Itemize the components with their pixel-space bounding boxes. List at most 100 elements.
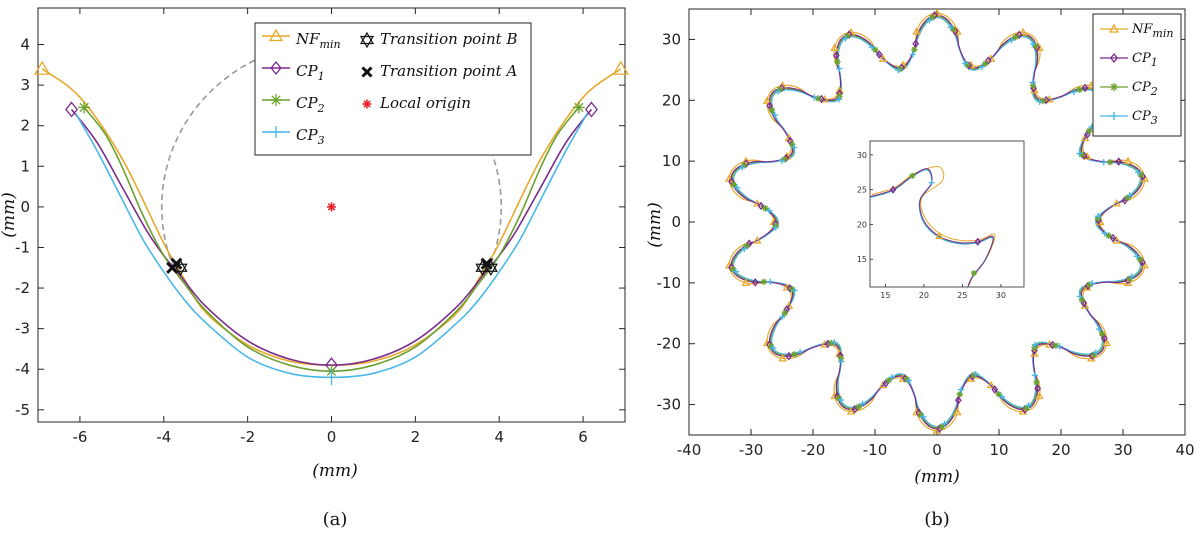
gear-marker-triangle (752, 236, 762, 244)
y-tick-label: 0 (20, 198, 30, 216)
gear-marker-triangle (846, 407, 856, 415)
gear-marker-asterisk (855, 403, 862, 411)
gear-marker-asterisk (928, 14, 936, 21)
x-tick-label: 4 (494, 428, 504, 446)
gear-marker-plus (868, 44, 876, 51)
x-tick-label: 40 (1175, 441, 1194, 459)
gear-marker-triangle (912, 407, 921, 416)
gear-marker-plus (978, 63, 986, 70)
inset-x-tick-label: 15 (880, 291, 890, 300)
panel-b-x-tick-labels: -40 -30 -20 -10 0 10 20 30 40 (677, 441, 1195, 459)
asterisk-stroke (1012, 34, 1019, 40)
legend-marker-cp-3 (270, 126, 282, 138)
gear-marker-plus (1134, 169, 1142, 176)
cp2-marker (78, 101, 91, 114)
asterisk-stroke (950, 26, 956, 32)
gear-marker-asterisk (1039, 97, 1046, 105)
y-tick-label: -2 (15, 279, 30, 297)
gear-marker-diamond (1100, 334, 1108, 343)
hexagram-tri (483, 263, 498, 276)
inset-x-tick-label: 20 (919, 291, 929, 300)
gear-marker-diamond (1115, 157, 1123, 166)
gear-marker-plus (772, 224, 779, 231)
panel-a-caption: (a) (323, 509, 348, 530)
asterisk-stroke (791, 351, 797, 358)
gear-marker-diamond (915, 408, 923, 418)
gear-marker-asterisk (1052, 342, 1060, 349)
gear-marker-plus (957, 386, 965, 393)
y-tick-label: 2 (20, 117, 30, 135)
asterisk-stroke (982, 61, 988, 67)
gear-marker-asterisk (1012, 33, 1019, 41)
gear-marker-triangle (986, 380, 996, 389)
gear-marker-diamond (931, 11, 938, 20)
gear-marker-triangle (1030, 349, 1039, 357)
cp1-marker (65, 101, 78, 118)
panel-b: -40 -30 -20 -10 0 10 20 30 40 30 20 10 0 -10 -20 -30 1… (645, 8, 1195, 530)
gear-marker-diamond (1015, 30, 1023, 40)
inset-x-tick-label: 25 (957, 291, 967, 300)
gear-marker-diamond (991, 385, 999, 394)
legend-b-cp3: CP3 (1132, 109, 1158, 127)
asterisk-stroke (761, 279, 767, 285)
inset-plot: 15 20 25 30 30 25 20 15 (857, 140, 1025, 300)
gear-marker-plus (1029, 40, 1037, 48)
asterisk-stroke (1033, 379, 1040, 385)
legend-marker-nf-min (268, 28, 284, 42)
asterisk-stroke (1030, 82, 1036, 89)
gear-marker-triangle (1035, 391, 1044, 400)
asterisk-stroke (574, 102, 584, 113)
gear-marker-plus (1056, 343, 1063, 350)
gear-marker-asterisk (911, 46, 918, 53)
gear-marker-asterisk (885, 376, 893, 384)
asterisk-stroke (782, 310, 788, 316)
inset-marker (889, 185, 897, 194)
legend-a-transition-a: Transition point A (380, 62, 517, 80)
gear-marker-diamond (1034, 384, 1042, 393)
gear-marker-diamond (785, 351, 793, 361)
y-tick-label: -30 (657, 396, 682, 414)
gear-marker-plus (1095, 213, 1102, 220)
gear-marker-plus (732, 268, 740, 275)
gear-marker-diamond (954, 396, 962, 405)
asterisk-stroke (1105, 232, 1112, 239)
panel-b-y-tick-labels: 30 20 10 0 -10 -20 -30 (657, 30, 682, 413)
legend-marker-local-origin (362, 99, 372, 109)
panel-a-legend: NFmin CP1 CP2 CP3 Transition point B Tra… (254, 22, 532, 156)
x-tick-label: -2 (240, 428, 255, 446)
gear-marker-plus (1089, 280, 1096, 287)
transition-a-marker (480, 257, 493, 270)
y-tick-label: 4 (20, 36, 30, 54)
asterisk-stroke (971, 270, 977, 276)
asterisk-stroke (939, 423, 945, 430)
asterisk-stroke (834, 59, 841, 65)
y-tick-label: -10 (657, 274, 682, 292)
gear-marker-diamond (1109, 233, 1117, 243)
gear-marker-plus (771, 111, 779, 119)
gear-marker-plus (1008, 37, 1015, 44)
gear-marker-plus (791, 287, 798, 294)
legend-b-cp2: CP2 (1132, 80, 1158, 98)
y-tick-label: 1 (20, 157, 30, 175)
y-tick-label: 10 (662, 152, 681, 170)
gear-marker-plus (1029, 79, 1036, 86)
x-tick-label: -4 (156, 428, 171, 446)
gear-marker-plus (837, 396, 845, 404)
gear-marker-plus (947, 23, 954, 31)
gear-marker-triangle (953, 407, 962, 416)
gear-marker-plus (842, 35, 849, 42)
cross-stroke (170, 257, 183, 270)
gear-marker-asterisk (938, 423, 946, 430)
asterisk-stroke (929, 14, 935, 21)
gear-marker-plus (941, 420, 948, 427)
gear-marker-plus (998, 393, 1006, 400)
gear-marker-triangle (778, 353, 787, 362)
panel-a-legend-box (254, 22, 532, 156)
gear-marker-plus (779, 313, 786, 321)
gear-marker-plus (769, 344, 777, 352)
legend-b-nf: NFmin (1131, 22, 1173, 40)
x-tick-label: 30 (1113, 441, 1132, 459)
gear-marker-triangle (830, 43, 839, 51)
gear-marker-asterisk (1106, 159, 1114, 166)
